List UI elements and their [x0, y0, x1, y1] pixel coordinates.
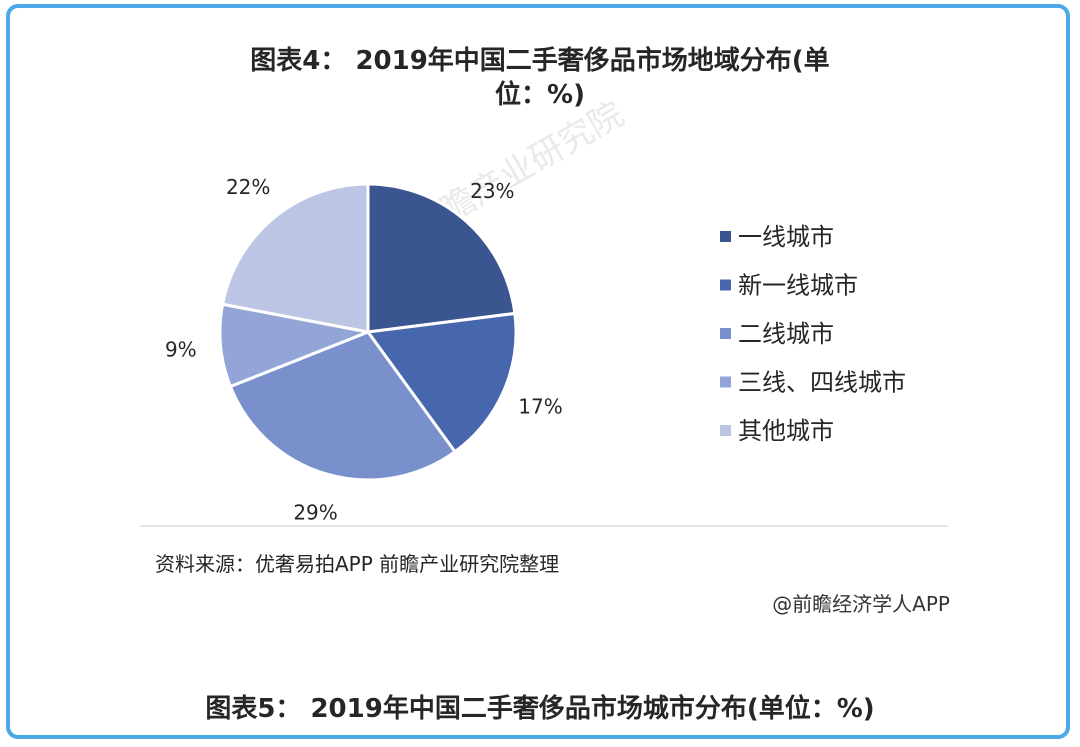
- pie-slice: [365, 311, 518, 454]
- legend-swatch: [720, 425, 731, 436]
- legend-swatch: [720, 279, 731, 291]
- legend-swatch: [720, 376, 731, 388]
- legend-label: 三线、四线城市: [738, 369, 906, 397]
- credit-text: @前瞻经济学人APP: [772, 592, 950, 616]
- divider-line: [140, 525, 948, 527]
- data-label: 29%: [293, 501, 337, 525]
- pie-slices: [218, 182, 518, 482]
- legend-label: 一线城市: [738, 223, 834, 251]
- data-label: 23%: [470, 179, 514, 203]
- data-label: 9%: [165, 338, 197, 362]
- data-label: 22%: [226, 175, 270, 199]
- next-chart-title: 图表5： 2019年中国二手奢侈品市场城市分布(单位：%): [205, 694, 875, 724]
- legend-label: 二线城市: [738, 320, 834, 348]
- pie-slice: [218, 302, 374, 389]
- legend-label: 其他城市: [738, 417, 834, 445]
- data-label: 17%: [518, 395, 562, 419]
- source-note: 资料来源：优奢易拍APP 前瞻产业研究院整理: [155, 552, 560, 576]
- pie-data-labels: 23% 17% 29% 9% 22%: [165, 175, 563, 524]
- pie-slice: [228, 330, 458, 482]
- figure-frame: [6, 4, 1070, 739]
- pie-slice: [220, 182, 370, 334]
- pie-slice: [366, 182, 517, 334]
- chart-title-line2: 位：%): [495, 80, 585, 110]
- legend-label: 新一线城市: [738, 272, 858, 300]
- chart-title-line1: 图表4： 2019年中国二手奢侈品市场地域分布(单: [250, 46, 830, 76]
- legend-swatch: [720, 231, 731, 242]
- legend-swatch: [720, 328, 731, 339]
